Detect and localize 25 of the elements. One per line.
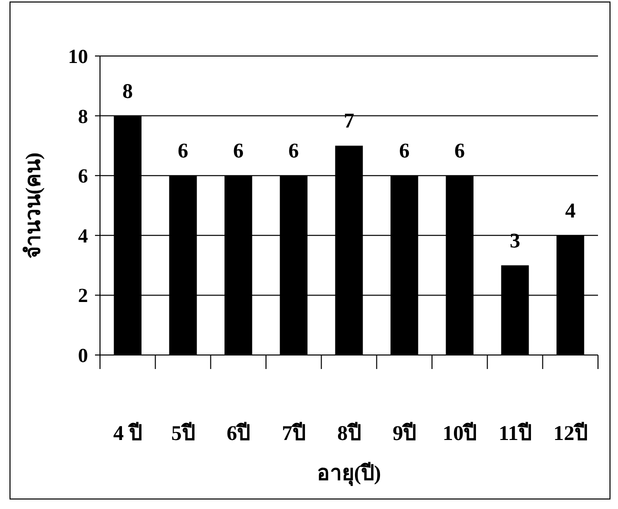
data-label: 6 [288, 138, 299, 163]
y-tick-label: 10 [68, 46, 88, 68]
data-label: 3 [510, 228, 520, 252]
y-tick-label: 0 [78, 345, 88, 367]
x-tick-label: 10ปี [442, 421, 477, 445]
x-axis-title: อายุ(ปี) [317, 461, 381, 487]
data-label: 6 [454, 138, 465, 163]
data-label: 6 [399, 138, 410, 163]
y-tick-label: 2 [78, 285, 88, 308]
data-label: 6 [233, 138, 244, 163]
x-tick-label: 12ปี [553, 421, 588, 445]
data-label: 8 [122, 78, 133, 103]
x-tick-label: 11ปี [498, 421, 532, 445]
y-tick-label: 4 [78, 225, 88, 248]
x-tick-label: 7ปี [282, 421, 306, 445]
x-tick-label: 6ปี [226, 421, 250, 445]
x-tick-label: 5ปี [171, 421, 195, 445]
data-label: 4 [565, 198, 576, 222]
x-tick-label: 4 ปี [113, 421, 142, 445]
data-label: 6 [178, 138, 188, 163]
y-tick-label: 6 [78, 166, 88, 188]
x-tick-label: 9ปี [392, 421, 416, 445]
y-tick-label: 8 [78, 106, 88, 128]
y-axis-title: จำนวน(คน) [21, 152, 45, 258]
x-tick-label: 8ปี [337, 421, 361, 445]
